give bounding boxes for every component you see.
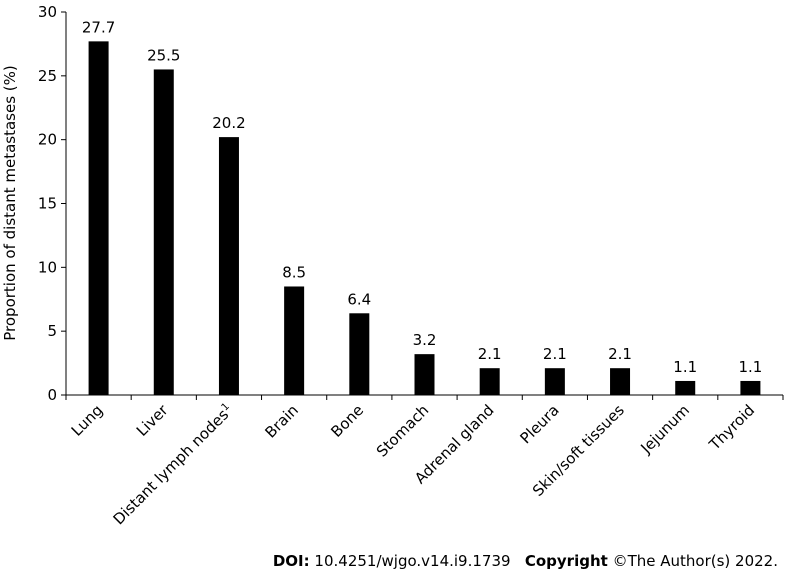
citation-footer: DOI: 10.4251/wjgo.v14.i9.1739 Copyright …	[273, 552, 778, 570]
data-label: 27.7	[82, 18, 115, 36]
data-label: 1.1	[673, 358, 697, 376]
bar	[284, 286, 305, 395]
x-tick-label: Distant lymph nodes1	[110, 401, 237, 528]
y-tick-label: 30	[38, 3, 57, 21]
bar-chart: Proportion of distant metastases (%) 0 5 1…	[1, 3, 784, 529]
bar	[544, 368, 565, 395]
y-tick-label: 25	[38, 67, 57, 85]
data-label: 25.5	[147, 46, 180, 64]
y-tick-label: 0	[47, 386, 57, 404]
bar	[479, 368, 500, 395]
y-tick-label: 20	[38, 131, 57, 149]
data-label: 2.1	[543, 345, 567, 363]
bar	[414, 354, 435, 395]
y-axis: 0 5 10 15 20 25 30	[38, 3, 67, 404]
y-tick-label: 15	[38, 195, 57, 213]
data-label: 8.5	[282, 263, 306, 281]
data-label: 2.1	[608, 345, 632, 363]
data-label: 20.2	[212, 114, 245, 132]
x-tick-label: Bone	[327, 401, 367, 441]
bar	[740, 380, 761, 395]
x-tick-label: Lung	[68, 401, 107, 440]
data-label: 6.4	[347, 290, 371, 308]
doi-label: DOI:	[272, 552, 310, 570]
x-tick-label: Brain	[261, 401, 302, 442]
x-tick-label: Thyroid	[705, 401, 758, 454]
y-tick-label: 5	[47, 322, 57, 340]
x-tick-label: Stomach	[373, 401, 432, 460]
copyright-label: Copyright	[524, 552, 608, 570]
bar	[610, 368, 631, 395]
x-tick-label: Liver	[133, 401, 172, 440]
bar	[153, 69, 174, 395]
x-tick-label: Pleura	[517, 401, 563, 447]
copyright-value: ©The Author(s) 2022.	[612, 552, 778, 570]
bar	[218, 137, 239, 395]
doi-value: 10.4251/wjgo.v14.i9.1739	[314, 552, 511, 570]
x-tick-label: Jejunum	[637, 401, 694, 458]
y-tick-label: 10	[38, 258, 57, 276]
data-label: 2.1	[478, 345, 502, 363]
bars	[88, 41, 761, 395]
y-axis-title: Proportion of distant metastases (%)	[1, 65, 19, 341]
bar	[349, 313, 370, 395]
x-axis	[65, 394, 784, 400]
data-label: 1.1	[738, 358, 762, 376]
data-label: 3.2	[413, 331, 437, 349]
bar	[675, 380, 696, 395]
value-labels: 27.7 25.5 20.2 8.5 6.4 3.2 2.1 2.1 2.1 1.1 1.1	[82, 18, 762, 376]
bar	[88, 41, 109, 395]
